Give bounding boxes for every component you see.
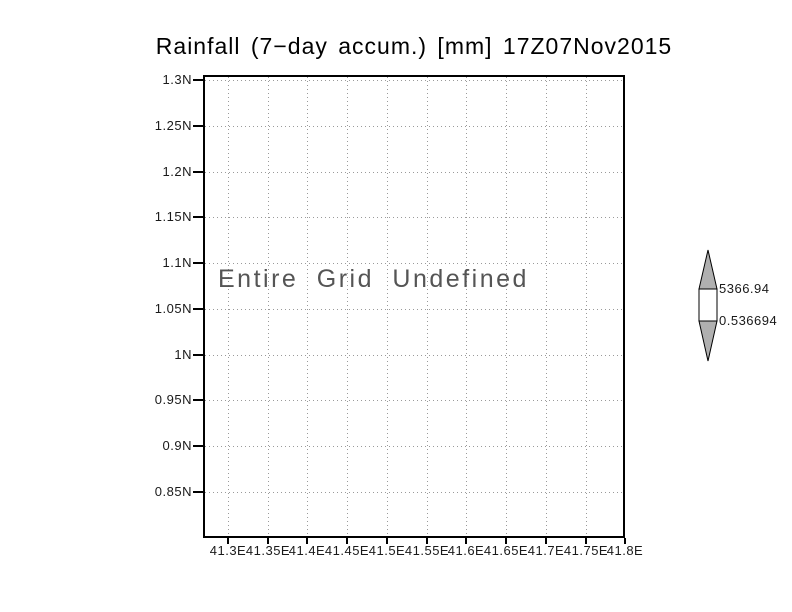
y-tick-mark (193, 216, 203, 218)
x-tick-mark (346, 538, 348, 544)
colorbar-value-box (698, 288, 718, 322)
x-tick-mark (545, 538, 547, 544)
chart-title: Rainfall (7−day accum.) [mm] 17Z07Nov201… (155, 33, 673, 59)
colorbar-max-label: 5366.94 (719, 281, 770, 296)
x-tick-mark (386, 538, 388, 544)
gridline-horizontal (205, 126, 623, 127)
y-tick-label: 1.25N (154, 118, 192, 133)
x-tick-label: 41.55E (404, 543, 450, 558)
gridline-vertical (347, 77, 348, 536)
gridline-horizontal (205, 492, 623, 493)
x-tick-label: 41.35E (245, 543, 291, 558)
y-tick-label: 1.1N (162, 255, 192, 270)
y-tick-mark (193, 354, 203, 356)
x-tick-label: 41.5E (368, 543, 406, 558)
gridline-vertical (387, 77, 388, 536)
gridline-horizontal (205, 400, 623, 401)
gridline-horizontal (205, 355, 623, 356)
y-tick-label: 1.05N (154, 301, 192, 316)
gridline-vertical (228, 77, 229, 536)
gridline-vertical (427, 77, 428, 536)
gridline-horizontal (205, 263, 623, 264)
y-tick-label: 1N (174, 347, 192, 362)
gridline-horizontal (205, 446, 623, 447)
plot-area: Entire Grid Undefined (203, 75, 625, 538)
gridline-vertical (307, 77, 308, 536)
gridline-horizontal (205, 309, 623, 310)
x-tick-mark (306, 538, 308, 544)
colorbar-min-label: 0.536694 (719, 313, 778, 328)
colorbar-arrow-glyph (698, 249, 718, 362)
gridline-vertical (506, 77, 507, 536)
gridline-vertical (546, 77, 547, 536)
y-tick-mark (193, 399, 203, 401)
y-tick-mark (193, 171, 203, 173)
x-tick-mark (267, 538, 269, 544)
y-tick-mark (193, 445, 203, 447)
y-tick-mark (193, 491, 203, 493)
x-tick-label: 41.4E (288, 543, 326, 558)
y-tick-label: 0.85N (154, 484, 192, 499)
x-tick-label: 41.3E (209, 543, 247, 558)
y-tick-mark (193, 79, 203, 81)
gridline-horizontal (205, 80, 623, 81)
y-tick-mark (193, 262, 203, 264)
x-tick-label: 41.6E (447, 543, 485, 558)
y-tick-label: 0.9N (162, 438, 192, 453)
y-tick-label: 0.95N (154, 392, 192, 407)
gridline-horizontal (205, 172, 623, 173)
colorbar-bottom-arrow (698, 320, 718, 362)
gridline-vertical (586, 77, 587, 536)
y-tick-mark (193, 308, 203, 310)
x-tick-mark (624, 538, 626, 544)
x-tick-label: 41.65E (483, 543, 529, 558)
x-tick-mark (465, 538, 467, 544)
x-tick-mark (505, 538, 507, 544)
x-tick-mark (585, 538, 587, 544)
undefined-grid-message: Entire Grid Undefined (218, 265, 529, 293)
y-tick-label: 1.15N (154, 209, 192, 224)
gridline-vertical (268, 77, 269, 536)
y-tick-mark (193, 125, 203, 127)
x-tick-label: 41.7E (527, 543, 565, 558)
x-tick-label: 41.8E (606, 543, 644, 558)
x-tick-label: 41.45E (324, 543, 370, 558)
y-tick-label: 1.2N (162, 164, 192, 179)
colorbar (698, 249, 718, 368)
y-tick-label: 1.3N (162, 72, 192, 87)
x-tick-mark (426, 538, 428, 544)
colorbar-top-arrow (698, 249, 718, 290)
x-tick-mark (227, 538, 229, 544)
gridline-vertical (466, 77, 467, 536)
gridline-horizontal (205, 217, 623, 218)
x-tick-label: 41.75E (563, 543, 609, 558)
